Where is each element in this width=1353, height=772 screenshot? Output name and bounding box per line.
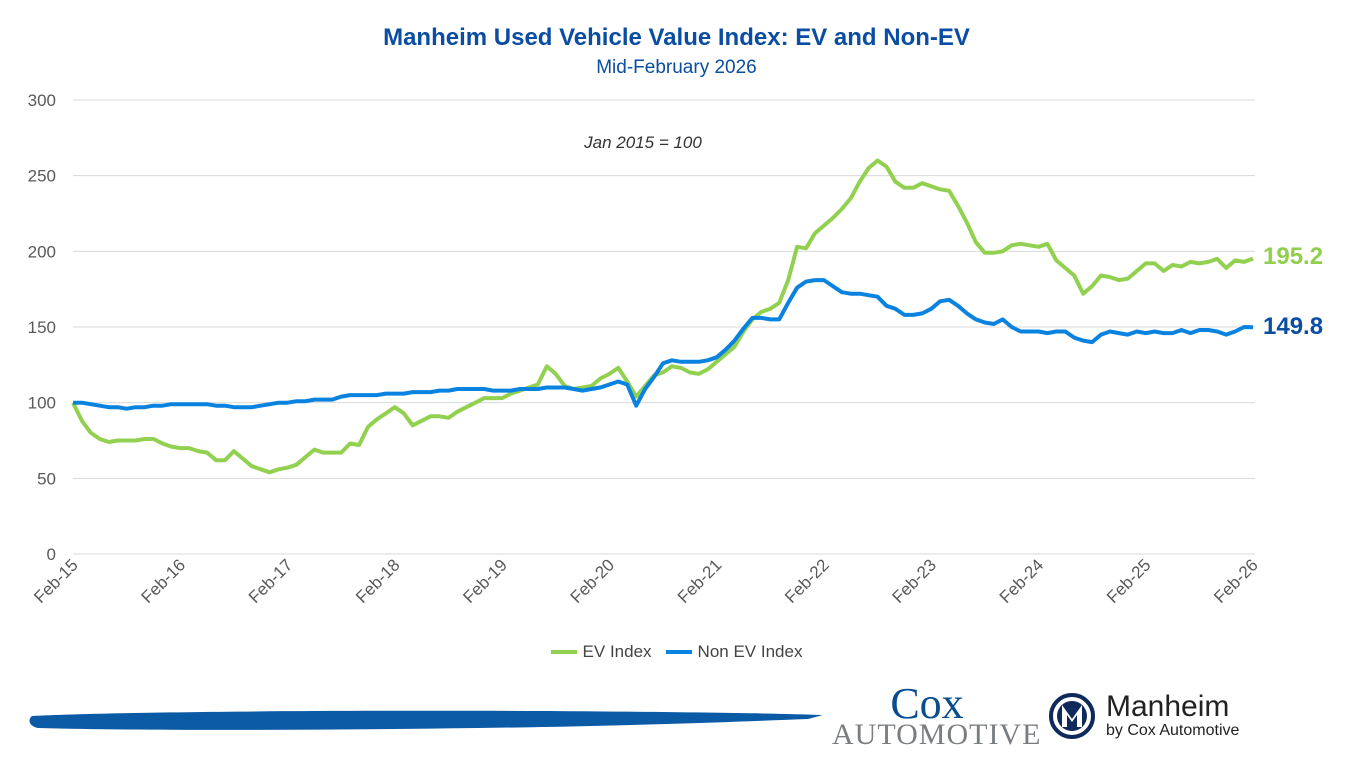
x-tick-label: Feb-19 (459, 555, 511, 607)
legend-label-nonev: Non EV Index (697, 642, 803, 661)
legend-swatch-ev (550, 650, 577, 654)
x-tick-label: Feb-20 (567, 555, 619, 607)
legend-swatch-nonev (665, 650, 692, 654)
x-tick-label: Feb-15 (30, 555, 82, 607)
y-tick-label: 200 (28, 242, 56, 261)
y-tick-label: 250 (28, 167, 56, 186)
cox-logo-top: Cox (890, 679, 964, 728)
x-tick-label: Feb-23 (888, 555, 940, 607)
manheim-logo-name: Manheim (1106, 690, 1230, 723)
manheim-logo: Manheim by Cox Automotive (1048, 692, 1239, 740)
brush-stroke-decoration (29, 710, 824, 730)
legend-item-ev: EV Index (550, 642, 652, 662)
legend-item-nonev: Non EV Index (665, 642, 803, 662)
chart-annotation: Jan 2015 = 100 (583, 133, 702, 152)
y-tick-label: 300 (28, 91, 56, 110)
x-tick-label: Feb-21 (674, 555, 726, 607)
legend-label-ev: EV Index (582, 642, 652, 661)
cox-automotive-logo: Cox AUTOMOTIVE (832, 679, 1042, 751)
legend: EV Index Non EV Index (0, 642, 1353, 662)
y-tick-label: 0 (47, 545, 56, 564)
chart-title: Manheim Used Vehicle Value Index: EV and… (383, 24, 970, 51)
y-tick-label: 150 (28, 318, 56, 337)
nonev-index-line (73, 278, 1254, 411)
chart-subtitle: Mid-February 2026 (596, 57, 757, 78)
y-tick-label: 100 (28, 394, 56, 413)
x-tick-label: Feb-26 (1210, 555, 1262, 607)
ev-end-label: 195.2 (1263, 243, 1323, 270)
x-tick-label: Feb-18 (352, 555, 404, 607)
x-tick-label: Feb-22 (781, 555, 833, 607)
manheim-logo-sub: by Cox Automotive (1106, 722, 1240, 739)
y-tick-label: 50 (37, 469, 56, 488)
x-tick-label: Feb-24 (996, 555, 1048, 607)
ev-index-line (71, 158, 1254, 475)
x-tick-label: Feb-16 (138, 555, 190, 607)
x-tick-label: Feb-17 (245, 555, 297, 607)
x-tick-label: Feb-25 (1103, 555, 1155, 607)
line-chart: 0 50 100 150 200 250 300 Feb-15 Feb-16 Feb-17 Feb… (28, 91, 1323, 607)
cox-logo-bottom: AUTOMOTIVE (832, 718, 1042, 751)
manheim-m-icon (1049, 693, 1095, 739)
nonev-end-label: 149.8 (1263, 313, 1323, 340)
